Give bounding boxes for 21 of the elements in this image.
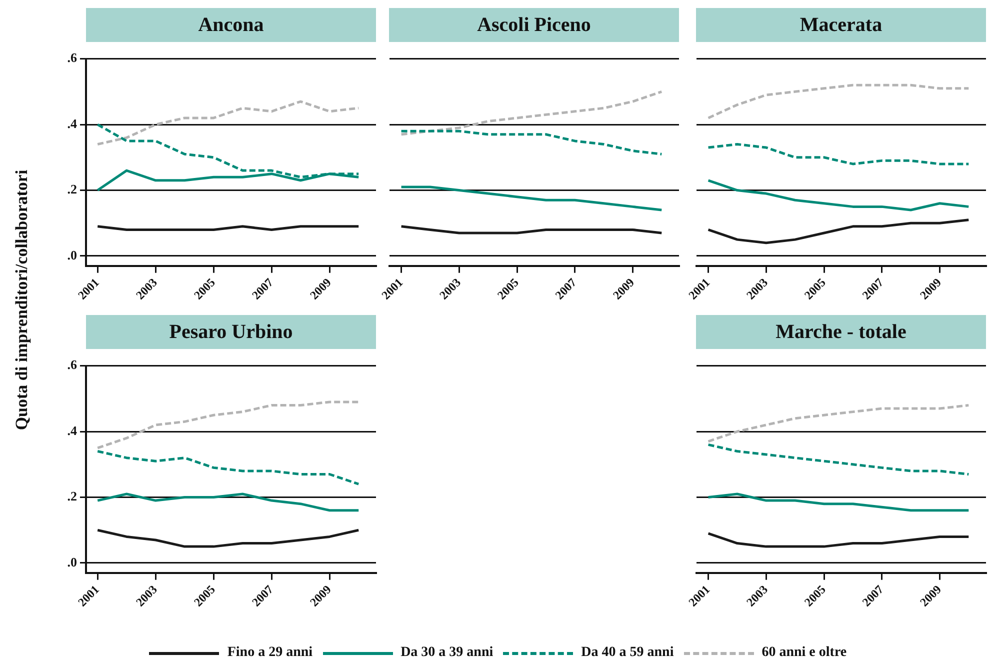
line-series (96, 450, 360, 486)
chart-title: Macerata (696, 8, 986, 42)
chart-title: Pesaro Urbino (86, 315, 376, 349)
y-axis-title: Quota di imprenditori/collaboratori (12, 170, 32, 430)
y-tick-label: .0 (67, 554, 77, 570)
chart-title: Marche - totale (696, 315, 986, 349)
line-series (96, 100, 360, 146)
y-tick-label: .6 (67, 50, 78, 66)
y-tick-label: .4 (67, 422, 78, 438)
y-tick-label: .0 (67, 247, 77, 262)
legend-label: Da 30 a 39 anni (400, 645, 494, 661)
legend-label: Da 40 a 59 anni (581, 645, 674, 661)
chart-title: Ascoli Piceno (389, 8, 679, 42)
chart-title: Ancona (86, 8, 376, 42)
y-tick-label: .2 (67, 182, 77, 197)
y-tick-label: .2 (67, 488, 77, 504)
y-tick-label: .4 (67, 116, 78, 131)
y-tick-label: .6 (67, 357, 78, 372)
line-series (96, 400, 360, 450)
legend-label: 60 anni e oltre (762, 645, 847, 661)
legend-label: Fino a 29 anni (227, 645, 313, 661)
